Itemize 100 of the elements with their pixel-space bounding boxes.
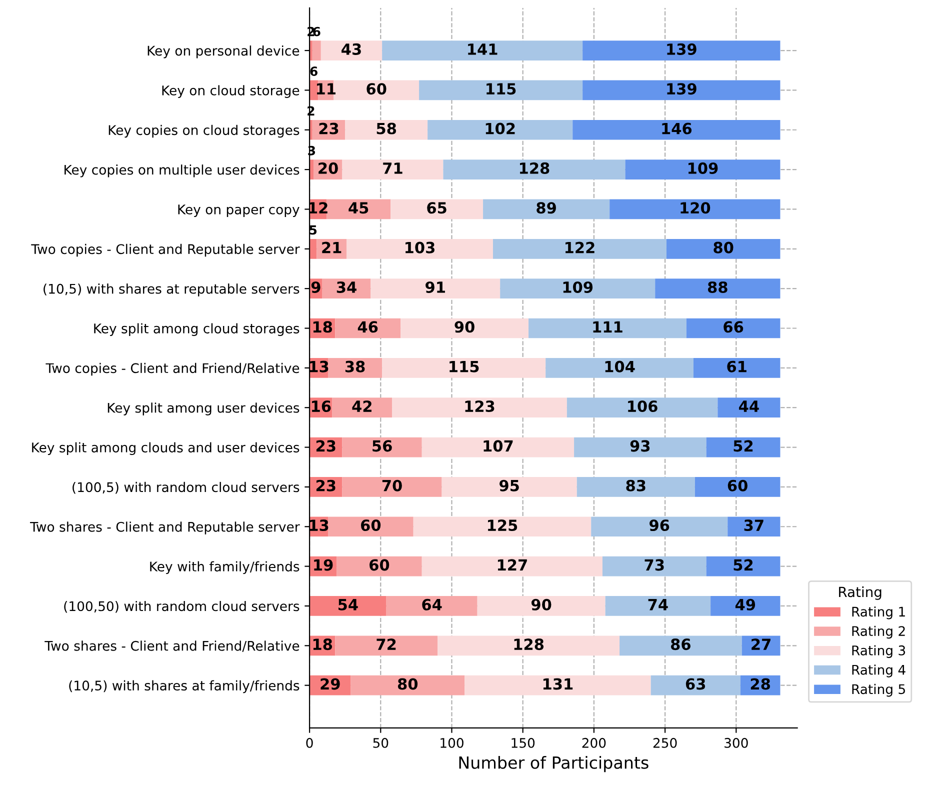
y-tick-label: Two copies - Client and Reputable server — [31, 244, 300, 257]
data-label: 96 — [650, 520, 670, 532]
y-tick-label: Key on paper copy — [178, 204, 300, 217]
y-tick-label: Key copies on multiple user devices — [64, 164, 300, 178]
bar — [428, 120, 573, 140]
bar — [576, 477, 695, 497]
bar — [706, 437, 780, 458]
data-label: 42 — [352, 400, 372, 412]
bar — [602, 556, 706, 576]
y-tick-label: Key on personal device — [148, 46, 300, 58]
data-label: 60 — [728, 480, 748, 492]
data-label: 13 — [310, 520, 328, 532]
bar — [443, 160, 626, 180]
bar — [335, 636, 438, 656]
y-tick-label: Key split among cloud storages — [94, 323, 300, 336]
bar — [400, 318, 529, 338]
data-label: 28 — [750, 678, 770, 690]
bar — [694, 477, 780, 497]
bar — [328, 516, 414, 537]
bar — [370, 278, 500, 298]
data-label: 23 — [316, 440, 336, 452]
bar — [422, 437, 574, 458]
data-label: 44 — [739, 400, 759, 412]
y-tick-label: Two shares - Client and Reputable server — [30, 522, 300, 534]
data-label: 60 — [370, 559, 390, 571]
y-tick-label: Two copies - Client and Friend/Relative — [46, 362, 300, 376]
data-label: 58 — [376, 122, 396, 134]
bar — [310, 238, 317, 259]
data-label: 131 — [543, 678, 573, 690]
data-label: 90 — [531, 598, 552, 610]
bar — [346, 238, 493, 259]
bar — [320, 40, 382, 60]
data-label: 60 — [366, 83, 386, 95]
data-label: 103 — [406, 242, 434, 254]
data-label: 80 — [714, 242, 734, 254]
bar — [574, 437, 706, 458]
bar — [666, 238, 780, 259]
y-tick-label: Key on cloud storage — [162, 85, 300, 98]
legend-label: Rating 5 — [852, 684, 905, 697]
bar — [342, 477, 442, 497]
data-label: 16 — [312, 400, 331, 412]
legend-label: Rating 3 — [852, 645, 906, 658]
x-tick-label: 200 — [582, 738, 606, 748]
data-label: 109 — [563, 281, 593, 294]
bar — [335, 318, 401, 338]
bar — [332, 398, 392, 418]
y-tick-label: Two shares - Client and Friend/Relative — [44, 640, 300, 652]
bar — [625, 160, 780, 180]
data-label: 93 — [630, 440, 650, 452]
legend-title: Rating — [839, 586, 882, 600]
x-tick-label: 100 — [440, 738, 464, 748]
data-label: 9 — [311, 281, 320, 294]
bar — [342, 437, 422, 458]
data-label: 106 — [628, 400, 658, 412]
data-label: 139 — [667, 83, 696, 95]
data-label: 146 — [662, 122, 692, 134]
bar — [572, 120, 780, 140]
bar — [582, 80, 780, 100]
bar — [500, 278, 656, 298]
bar — [386, 596, 478, 616]
data-label: 52 — [734, 440, 753, 452]
data-label: 141 — [468, 44, 498, 55]
data-label: 23 — [319, 122, 338, 134]
bar — [591, 516, 728, 537]
data-label: 115 — [450, 361, 479, 372]
data-label: 66 — [724, 321, 744, 333]
bar — [336, 556, 422, 576]
data-label: 139 — [667, 43, 696, 55]
y-tick-label: (10,5) with shares at reputable servers — [44, 284, 300, 296]
data-label: 120 — [680, 202, 710, 214]
bar — [464, 675, 651, 696]
data-label: 18 — [313, 638, 332, 650]
bar — [710, 596, 780, 616]
y-tick-label: Key split among clouds and user devices — [32, 442, 300, 456]
bar — [310, 160, 314, 180]
data-label: 63 — [686, 678, 706, 690]
legend-label: Rating 2 — [852, 626, 905, 639]
data-label: 23 — [316, 480, 336, 492]
bar — [350, 675, 465, 696]
bar — [334, 80, 420, 100]
data-label: 89 — [536, 202, 556, 214]
bar — [312, 40, 321, 60]
legend-label: Rating 1 — [852, 606, 905, 620]
data-label: 18 — [313, 321, 332, 333]
data-label: 45 — [348, 202, 368, 214]
data-label: 34 — [336, 281, 356, 294]
bar — [342, 160, 444, 180]
y-tick-label: (100,50) with random cloud servers — [64, 600, 300, 613]
data-label: 29 — [320, 678, 340, 690]
data-label: 19 — [314, 559, 333, 571]
bar — [582, 40, 780, 60]
data-label: 6 — [313, 26, 320, 36]
data-label: 128 — [514, 638, 544, 650]
bar — [477, 596, 606, 616]
bar — [605, 596, 711, 616]
data-label: 52 — [734, 559, 753, 571]
data-label: 125 — [488, 520, 518, 532]
data-label: 104 — [605, 360, 635, 372]
y-tick-label: Key with family/friends — [150, 561, 300, 574]
bar — [422, 556, 602, 576]
